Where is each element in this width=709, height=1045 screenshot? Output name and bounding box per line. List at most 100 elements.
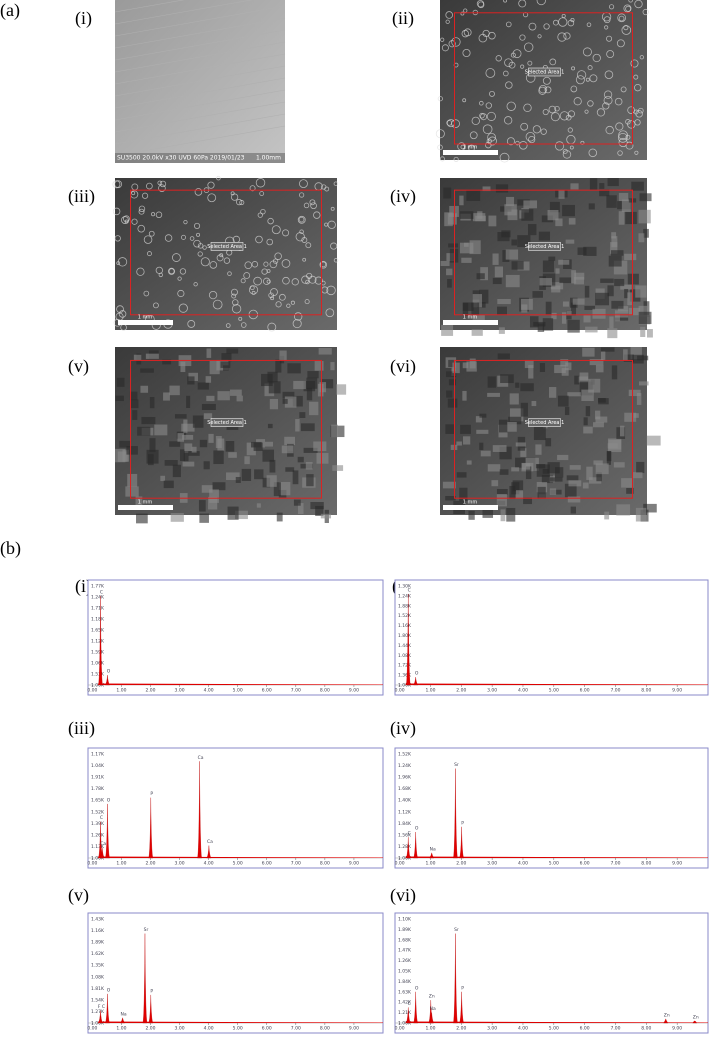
peak-label: Na: [430, 846, 436, 852]
texture: [282, 229, 290, 237]
texture: [228, 452, 237, 458]
texture: [511, 482, 520, 495]
texture: [445, 496, 456, 501]
texture: [209, 489, 219, 503]
texture: [497, 306, 507, 316]
texture: [313, 441, 327, 452]
texture: [584, 305, 596, 310]
texture: [263, 277, 271, 285]
peak-label: F C: [98, 1004, 105, 1010]
texture: [320, 513, 332, 519]
texture: [466, 460, 472, 465]
texture: [160, 475, 166, 482]
texture: [624, 253, 637, 261]
texture: [549, 201, 560, 213]
texture: [212, 482, 226, 491]
peak: [104, 675, 110, 686]
texture: [593, 422, 604, 428]
texture: [220, 361, 231, 368]
texture: [639, 55, 644, 60]
texture: [620, 425, 625, 437]
texture: [330, 206, 335, 211]
texture: [178, 303, 188, 313]
texture: [569, 145, 574, 150]
peak-label: Sr: [454, 762, 459, 768]
texture: [611, 236, 618, 248]
y-tick-label: 1.78K: [91, 786, 105, 792]
texture: [627, 120, 636, 129]
texture: [568, 480, 582, 487]
texture: [603, 95, 613, 105]
scale-bar: [118, 320, 173, 325]
texture: [206, 395, 215, 402]
texture: [119, 440, 131, 448]
texture: [163, 480, 174, 489]
texture: [598, 398, 609, 405]
texture: [501, 230, 511, 238]
texture: [548, 387, 557, 398]
texture: [267, 322, 277, 332]
texture: [494, 266, 504, 278]
texture: [636, 461, 645, 474]
texture: [496, 488, 508, 495]
peak: [405, 593, 411, 686]
area-label: Selected Area 1: [525, 70, 565, 76]
y-tick-label: 1.18K: [91, 617, 105, 623]
texture: [231, 293, 237, 299]
texture: [445, 371, 457, 378]
texture: [604, 70, 614, 79]
texture: [125, 486, 139, 497]
texture: [519, 34, 526, 41]
texture: [596, 472, 602, 482]
y-tick-label: 1.24K: [398, 763, 412, 769]
texture: [521, 209, 534, 221]
texture: [265, 441, 274, 447]
texture: [487, 464, 501, 472]
texture: [625, 211, 637, 225]
y-tick-label: 1.17K: [91, 752, 105, 758]
y-tick-label: 1.12K: [398, 809, 412, 815]
texture: [281, 259, 291, 268]
texture: [445, 11, 453, 19]
peak: [459, 991, 465, 1024]
texture: [192, 415, 204, 428]
texture: [574, 272, 585, 280]
texture: [582, 482, 589, 489]
texture: [549, 488, 557, 495]
texture: [515, 382, 520, 388]
texture: [292, 319, 302, 329]
x-tick-label: 8.00: [320, 861, 330, 867]
x-tick-label: 3.00: [175, 861, 185, 867]
x-tick-label: 3.00: [487, 688, 497, 694]
texture: [541, 215, 553, 223]
texture: [326, 285, 336, 296]
y-tick-label: 1.52K: [398, 752, 412, 758]
texture: [471, 329, 483, 336]
x-tick-label: 2.00: [145, 861, 155, 867]
texture: [587, 100, 594, 107]
scale-label: 1 mm: [138, 500, 153, 506]
y-tick-label: 1.21K: [398, 1010, 412, 1016]
x-tick-label: 4.00: [204, 1026, 214, 1032]
texture: [581, 389, 594, 401]
x-tick-label: 8.00: [641, 861, 651, 867]
texture: [611, 232, 617, 239]
texture: [487, 376, 496, 388]
texture: [231, 288, 238, 296]
texture: [602, 102, 610, 110]
texture: [279, 481, 291, 496]
texture: [620, 284, 632, 290]
texture: [560, 359, 569, 367]
y-tick-label: 1.91K: [91, 775, 105, 781]
texture: [625, 119, 631, 125]
texture: [505, 249, 519, 260]
texture: [208, 433, 214, 443]
peak-label: O: [415, 826, 419, 832]
peak: [429, 1012, 435, 1024]
texture: [232, 299, 239, 306]
peak-label: Zn: [429, 994, 435, 1000]
texture: [309, 401, 319, 416]
texture: [554, 106, 560, 112]
texture: [646, 329, 653, 338]
y-tick-label: 1.28K: [398, 844, 412, 850]
